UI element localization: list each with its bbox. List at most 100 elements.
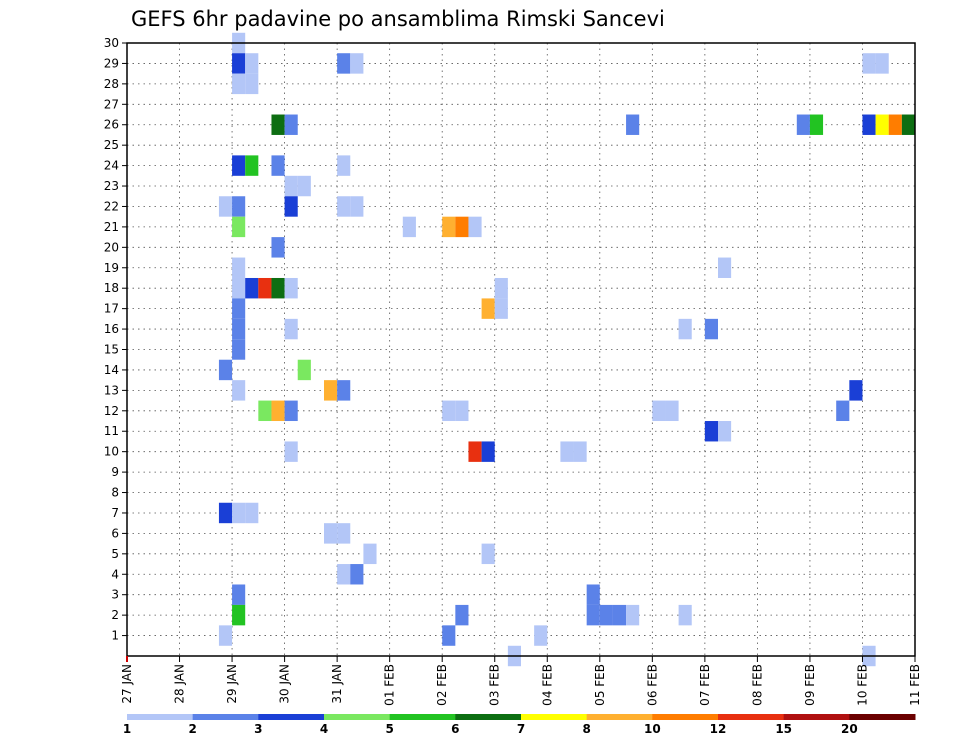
precip-cell [718, 257, 732, 278]
precip-cell [271, 277, 285, 299]
precip-cell [875, 53, 889, 74]
precip-cell [218, 502, 233, 524]
precip-cell [232, 604, 246, 626]
precip-cell [665, 400, 679, 422]
precip-cell [284, 318, 298, 340]
y-tick-label: 16 [104, 322, 119, 336]
precip-cell [573, 441, 587, 462]
precip-cell [586, 604, 600, 626]
precip-cell [232, 502, 246, 524]
precip-cell [481, 441, 495, 462]
x-tick-label: 31 JAN [330, 664, 344, 704]
colorbar-swatch [455, 714, 522, 720]
precip-cell [704, 318, 718, 340]
colorbar-swatch [718, 714, 785, 720]
y-tick-label: 5 [111, 547, 119, 561]
colorbar-label: 15 [775, 722, 792, 736]
y-tick-label: 10 [104, 445, 119, 459]
colorbar-swatch [586, 714, 653, 720]
x-tick-label: 05 FEB [593, 664, 607, 706]
precip-cell [232, 155, 246, 176]
colorbar-swatch [521, 714, 588, 720]
precip-cell [888, 114, 902, 135]
precip-cell [612, 604, 627, 626]
colorbar-label: 20 [841, 722, 858, 736]
x-tick-label: 08 FEB [750, 664, 764, 706]
precip-cell [245, 502, 259, 524]
precip-cell [232, 73, 246, 95]
precip-cell [232, 53, 246, 74]
x-tick-label: 01 FEB [383, 664, 397, 706]
precip-cell [284, 277, 298, 299]
y-tick-label: 12 [104, 404, 119, 418]
colorbar-swatch [258, 714, 325, 720]
y-tick-label: 21 [104, 220, 119, 234]
precip-cell [442, 216, 456, 238]
precip-cell [218, 359, 233, 381]
precip-cell [271, 237, 285, 258]
precip-cell [284, 400, 298, 422]
y-tick-label: 6 [111, 526, 119, 540]
colorbar-label: 7 [517, 722, 525, 736]
precip-cell [494, 277, 508, 299]
y-tick-label: 1 [111, 629, 119, 643]
precip-cell [232, 318, 246, 340]
x-tick-label: 27 JAN [120, 664, 134, 704]
precip-cell [809, 114, 824, 135]
precip-cell [678, 318, 692, 340]
precip-cell [718, 421, 732, 442]
y-tick-label: 24 [104, 159, 119, 173]
precip-cell [468, 216, 482, 238]
precip-cell [599, 604, 613, 626]
precip-cell [796, 114, 810, 135]
precipitation-cells [218, 32, 915, 667]
precip-cell [324, 380, 338, 401]
precip-cell [350, 53, 364, 74]
precip-cell [455, 400, 469, 422]
y-tick-label: 7 [111, 506, 119, 520]
precip-cell [271, 114, 285, 135]
precip-cell [652, 400, 666, 422]
precip-cell [862, 114, 876, 135]
precip-cell [626, 114, 640, 135]
x-axis: 27 JAN 28 JAN 29 JAN 30 JAN 31 JAN 01 FEB 02 F… [120, 656, 922, 706]
precip-cell [232, 380, 246, 401]
y-axis: 1234567891011121314151617181920212223242… [104, 36, 127, 643]
precip-cell [337, 564, 351, 585]
precip-cell [258, 277, 272, 299]
precip-cell [337, 380, 351, 401]
precip-cell [875, 114, 889, 135]
y-tick-label: 3 [111, 588, 119, 602]
x-tick-label: 29 JAN [225, 664, 239, 704]
y-tick-label: 8 [111, 486, 119, 500]
y-tick-label: 15 [104, 343, 119, 357]
chart-title: GEFS 6hr padavine po ansamblima Rimski S… [131, 7, 665, 31]
precip-cell [271, 400, 285, 422]
precip-cell [337, 53, 351, 74]
y-tick-label: 26 [104, 118, 119, 132]
y-tick-label: 14 [104, 363, 119, 377]
colorbar-swatch [783, 714, 850, 720]
precip-cell [481, 298, 495, 319]
precip-cell [245, 155, 259, 176]
precip-cell [560, 441, 574, 462]
colorbar-swatch [127, 714, 194, 720]
y-tick-label: 17 [104, 302, 119, 316]
precip-cell [442, 400, 456, 422]
precip-cell [218, 196, 233, 217]
y-tick-label: 20 [104, 240, 119, 254]
precip-cell [455, 604, 469, 626]
precip-cell [849, 380, 863, 401]
colorbar-swatch [849, 714, 916, 720]
precip-cell [284, 175, 298, 197]
y-tick-label: 13 [104, 383, 119, 397]
y-tick-label: 25 [104, 138, 119, 152]
y-tick-label: 22 [104, 199, 119, 213]
colorbar-label: 10 [644, 722, 661, 736]
y-tick-label: 29 [104, 56, 119, 70]
colorbar-swatch [192, 714, 259, 720]
precip-cell [245, 277, 259, 299]
precip-cell [324, 523, 338, 544]
precip-cell [862, 53, 876, 74]
